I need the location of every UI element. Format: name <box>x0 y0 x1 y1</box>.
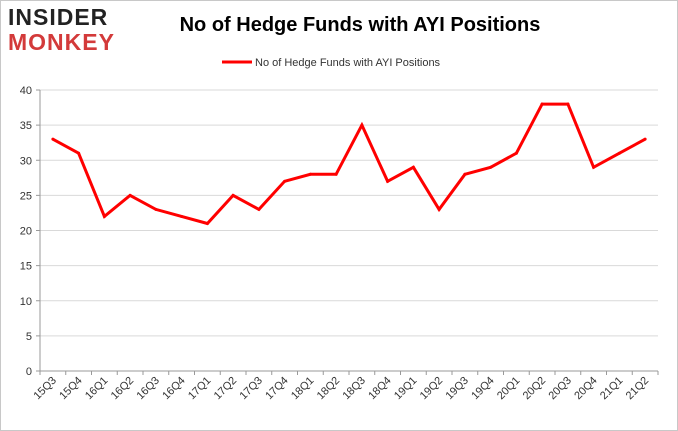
x-tick-label-20Q3: 20Q3 <box>546 375 574 403</box>
x-tick-label-15Q3: 15Q3 <box>31 375 59 403</box>
x-tick-label-18Q3: 18Q3 <box>340 375 368 403</box>
legend-label: No of Hedge Funds with AYI Positions <box>255 57 441 69</box>
y-tick-label-35: 35 <box>20 120 32 132</box>
data-point-20Q1 <box>514 151 518 155</box>
y-tick-label-20: 20 <box>20 226 32 238</box>
data-point-18Q4 <box>386 179 390 183</box>
data-point-19Q3 <box>463 172 467 176</box>
data-point-18Q3 <box>360 123 364 127</box>
y-tick-label-5: 5 <box>26 331 32 343</box>
insider-monkey-logo: INSIDER MONKEY <box>8 6 126 56</box>
x-tick-label-18Q4: 18Q4 <box>366 375 394 403</box>
x-tick-label-19Q3: 19Q3 <box>443 375 471 403</box>
x-tick-label-15Q4: 15Q4 <box>57 375 85 403</box>
data-point-19Q4 <box>489 165 493 169</box>
x-tick-label-21Q1: 21Q1 <box>598 375 626 403</box>
legend: No of Hedge Funds with AYI Positions <box>222 57 441 69</box>
chart-title: No of Hedge Funds with AYI Positions <box>179 14 541 36</box>
data-point-20Q4 <box>592 165 596 169</box>
data-point-17Q3 <box>257 207 261 211</box>
x-tick-label-20Q1: 20Q1 <box>495 375 523 403</box>
data-point-16Q2 <box>128 193 132 197</box>
y-tick-label-30: 30 <box>20 155 32 167</box>
data-point-16Q4 <box>180 214 184 218</box>
series-line-0 <box>52 102 646 226</box>
gridlines <box>40 89 658 372</box>
x-tick-label-16Q2: 16Q2 <box>109 375 137 403</box>
data-point-17Q1 <box>205 221 209 225</box>
x-tick-label-18Q1: 18Q1 <box>289 375 317 403</box>
x-tick-label-16Q4: 16Q4 <box>160 375 188 403</box>
data-point-17Q4 <box>283 179 287 183</box>
y-tick-label-40: 40 <box>20 85 32 97</box>
x-tick-label-17Q4: 17Q4 <box>263 375 291 403</box>
data-point-15Q3 <box>51 137 55 141</box>
x-tick-label-21Q2: 21Q2 <box>624 375 652 403</box>
data-point-19Q1 <box>411 165 415 169</box>
logo-line-1: INSIDER <box>8 4 109 30</box>
data-point-15Q4 <box>77 151 81 155</box>
data-point-18Q2 <box>334 172 338 176</box>
y-tick-label-0: 0 <box>26 366 32 378</box>
x-tick-label-17Q2: 17Q2 <box>212 375 240 403</box>
y-tick-label-10: 10 <box>20 296 32 308</box>
x-tick-label-17Q1: 17Q1 <box>186 375 214 403</box>
logo-line-2: MONKEY <box>8 29 115 55</box>
data-point-16Q1 <box>102 214 106 218</box>
data-point-17Q2 <box>231 193 235 197</box>
x-tick-label-17Q3: 17Q3 <box>237 375 265 403</box>
data-point-20Q3 <box>566 102 570 106</box>
x-axis: 15Q315Q416Q116Q216Q316Q417Q117Q217Q317Q4… <box>31 370 659 403</box>
data-point-21Q2 <box>643 137 647 141</box>
x-tick-label-16Q1: 16Q1 <box>83 375 111 403</box>
x-tick-label-20Q2: 20Q2 <box>521 375 549 403</box>
x-tick-label-19Q2: 19Q2 <box>418 375 446 403</box>
series-layer <box>51 102 647 226</box>
y-axis: 0 5 10 15 20 25 30 35 40 <box>20 85 41 378</box>
data-point-16Q3 <box>154 207 158 211</box>
data-point-19Q2 <box>437 207 441 211</box>
x-tick-label-18Q2: 18Q2 <box>315 375 343 403</box>
x-tick-label-19Q4: 19Q4 <box>469 375 497 403</box>
y-tick-label-25: 25 <box>20 190 32 202</box>
data-point-18Q1 <box>308 172 312 176</box>
x-tick-label-19Q1: 19Q1 <box>392 375 420 403</box>
data-point-21Q1 <box>617 151 621 155</box>
x-tick-label-20Q4: 20Q4 <box>572 375 600 403</box>
data-point-20Q2 <box>540 102 544 106</box>
x-tick-label-16Q3: 16Q3 <box>134 375 162 403</box>
y-tick-label-15: 15 <box>20 261 32 273</box>
